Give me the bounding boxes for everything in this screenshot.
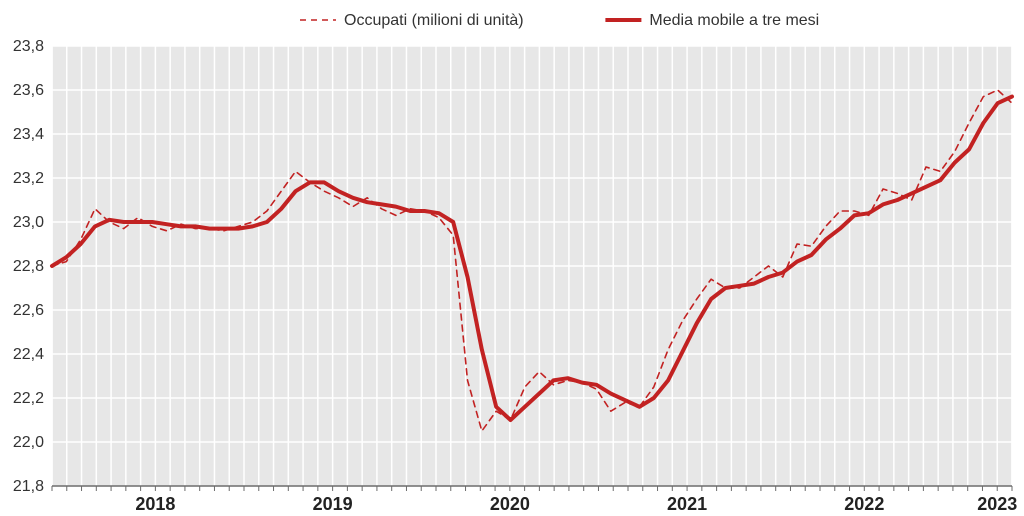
svg-text:23,8: 23,8 xyxy=(13,38,44,55)
svg-text:2022: 2022 xyxy=(844,494,884,514)
svg-text:22,8: 22,8 xyxy=(13,258,44,275)
svg-text:2021: 2021 xyxy=(667,494,707,514)
svg-text:Media mobile a tre mesi: Media mobile a tre mesi xyxy=(649,12,819,29)
svg-text:22,0: 22,0 xyxy=(13,434,44,451)
svg-text:22,6: 22,6 xyxy=(13,302,44,319)
svg-text:23,2: 23,2 xyxy=(13,170,44,187)
chart-svg: 21,8 22,0 22,2 22,4 22,6 22,8 23,0 23,2 23,4 23,6… xyxy=(0,0,1024,516)
employment-chart: 21,8 22,0 22,2 22,4 22,6 22,8 23,0 23,2 23,4 23,6… xyxy=(0,0,1024,516)
svg-text:23,6: 23,6 xyxy=(13,82,44,99)
svg-text:2019: 2019 xyxy=(313,494,353,514)
svg-text:2023: 2023 xyxy=(977,494,1017,514)
svg-text:21,8: 21,8 xyxy=(13,478,44,495)
svg-text:22,4: 22,4 xyxy=(13,346,44,363)
svg-text:22,2: 22,2 xyxy=(13,390,44,407)
svg-text:Occupati (milioni di unità): Occupati (milioni di unità) xyxy=(344,12,524,29)
svg-text:23,4: 23,4 xyxy=(13,126,44,143)
svg-text:2020: 2020 xyxy=(490,494,530,514)
svg-text:23,0: 23,0 xyxy=(13,214,44,231)
svg-text:2018: 2018 xyxy=(135,494,175,514)
